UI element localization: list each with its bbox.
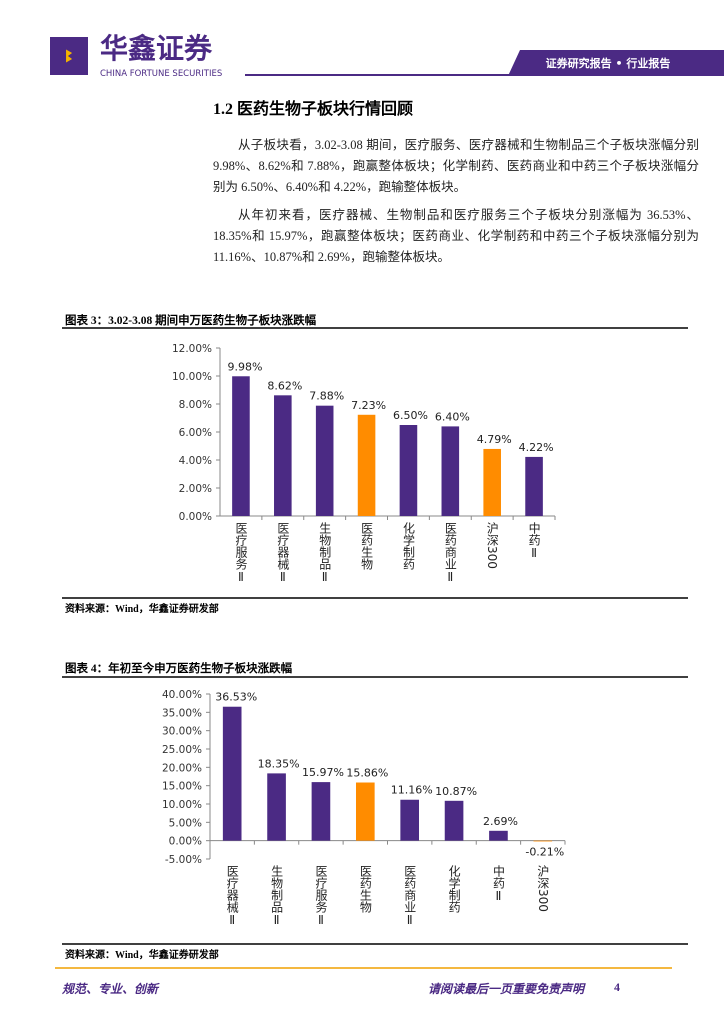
y-tick-label: 30.00% [162,726,202,738]
y-tick-label: 20.00% [162,762,202,774]
y-tick-label: 10.00% [172,371,212,383]
bar [489,830,508,841]
x-tick-label: 医药商业Ⅱ [403,865,417,927]
value-label: 10.87% [435,785,477,798]
bar [355,782,375,841]
x-tick-label: 医药商业Ⅱ [443,522,457,584]
figure-source: 资料来源：Wind，华鑫证券研发部 [65,604,219,615]
x-tick-label: 医疗服务Ⅱ [234,522,248,584]
value-label: 4.79% [477,433,512,446]
logo-icon: ꔪ [50,37,88,75]
x-tick-label: 化学制药 [401,522,415,570]
y-tick-label: 12.00% [172,343,212,355]
footer-notice: 请阅读最后一页重要免责声明 [428,982,585,996]
svg-text:ꔪ: ꔪ [65,47,72,66]
x-tick-label: 医疗器械Ⅱ [276,522,290,584]
value-label: 4.22% [519,441,554,454]
y-tick-label: -5.00% [165,854,202,866]
x-tick-label: 中药Ⅱ [491,864,505,903]
y-tick-label: 10.00% [162,799,202,811]
figure-title: 图表 4：年初至今申万医药生物子板块涨跌幅 [65,663,293,675]
bar [525,456,543,516]
figure-source: 资料来源：Wind，华鑫证券研发部 [65,950,219,961]
value-label: 6.50% [393,409,428,422]
bar [222,706,242,841]
bar [400,799,420,841]
paragraph: 从子板块看，3.02-3.08 期间，医疗服务、医疗器械和生物制品三个子板块涨幅… [213,138,699,194]
bar [357,414,376,516]
value-label: -0.21% [525,845,564,858]
bar [444,800,464,841]
page-number: 4 [614,980,620,994]
value-label: 2.69% [483,815,518,828]
bar [274,395,292,516]
value-label: 15.86% [346,767,388,780]
y-tick-label: 40.00% [162,689,202,701]
brand: 华鑫证券 [100,32,213,65]
x-tick-label: 生物制品Ⅱ [318,522,332,584]
bar [483,448,501,516]
paragraph: 从年初来看，医疗器械、生物制品和医疗服务三个子板块分别涨幅为 36.53%、18… [213,208,699,264]
charts: 0.00% 2.00% 4.00% 6.00% 8.00% 10.00% 12.00% 9.9… [162,343,566,927]
y-tick-label: 6.00% [179,427,212,439]
x-tick-label: 沪深300 [536,865,550,912]
y-tick-label: 8.00% [179,399,212,411]
value-label: 15.97% [302,766,344,779]
x-tick-label: 沪深300 [485,522,499,569]
bar [267,773,286,841]
value-label: 11.16% [391,784,433,797]
section-title: 1.2 医药生物子板块行情回顾 [213,101,414,118]
bar [399,425,418,516]
x-tick-label: 中药Ⅱ [527,521,541,560]
y-tick-label: 4.00% [179,455,212,467]
x-tick-label: 医疗器械Ⅱ [225,865,239,927]
brand-en: CHINA FORTUNE SECURITIES [100,69,222,79]
y-tick-label: 25.00% [162,744,202,756]
bar [533,840,553,842]
bar [311,782,331,841]
y-tick-label: 2.00% [179,483,212,495]
value-label: 8.62% [267,379,302,392]
x-tick-label: 医药生物 [358,865,372,913]
value-label: 9.98% [227,360,262,373]
x-tick-label: 医药生物 [360,522,374,570]
bar [232,376,250,516]
y-tick-label: 5.00% [169,817,202,829]
x-tick-label: 医疗服务Ⅱ [314,865,328,927]
y-tick-label: 15.00% [162,781,202,793]
figure-title: 图表 3：3.02-3.08 期间申万医药生物子板块涨跌幅 [65,315,317,327]
y-tick-label: 0.00% [169,836,202,848]
y-tick-label: 35.00% [162,707,202,719]
x-tick-label: 化学制药 [447,865,461,913]
value-label: 6.40% [435,410,470,423]
y-tick-label: 0.00% [179,511,212,523]
x-tick-label: 生物制品Ⅱ [270,865,284,927]
footer-slogan: 规范、专业、创新 [62,982,159,996]
bar [441,426,460,516]
value-label: 7.88% [309,390,344,403]
bar [315,405,334,516]
banner: 证券研究报告 • 行业报告 [546,56,671,70]
value-label: 36.53% [215,691,257,704]
value-label: 18.35% [258,757,300,770]
value-label: 7.23% [351,399,386,412]
